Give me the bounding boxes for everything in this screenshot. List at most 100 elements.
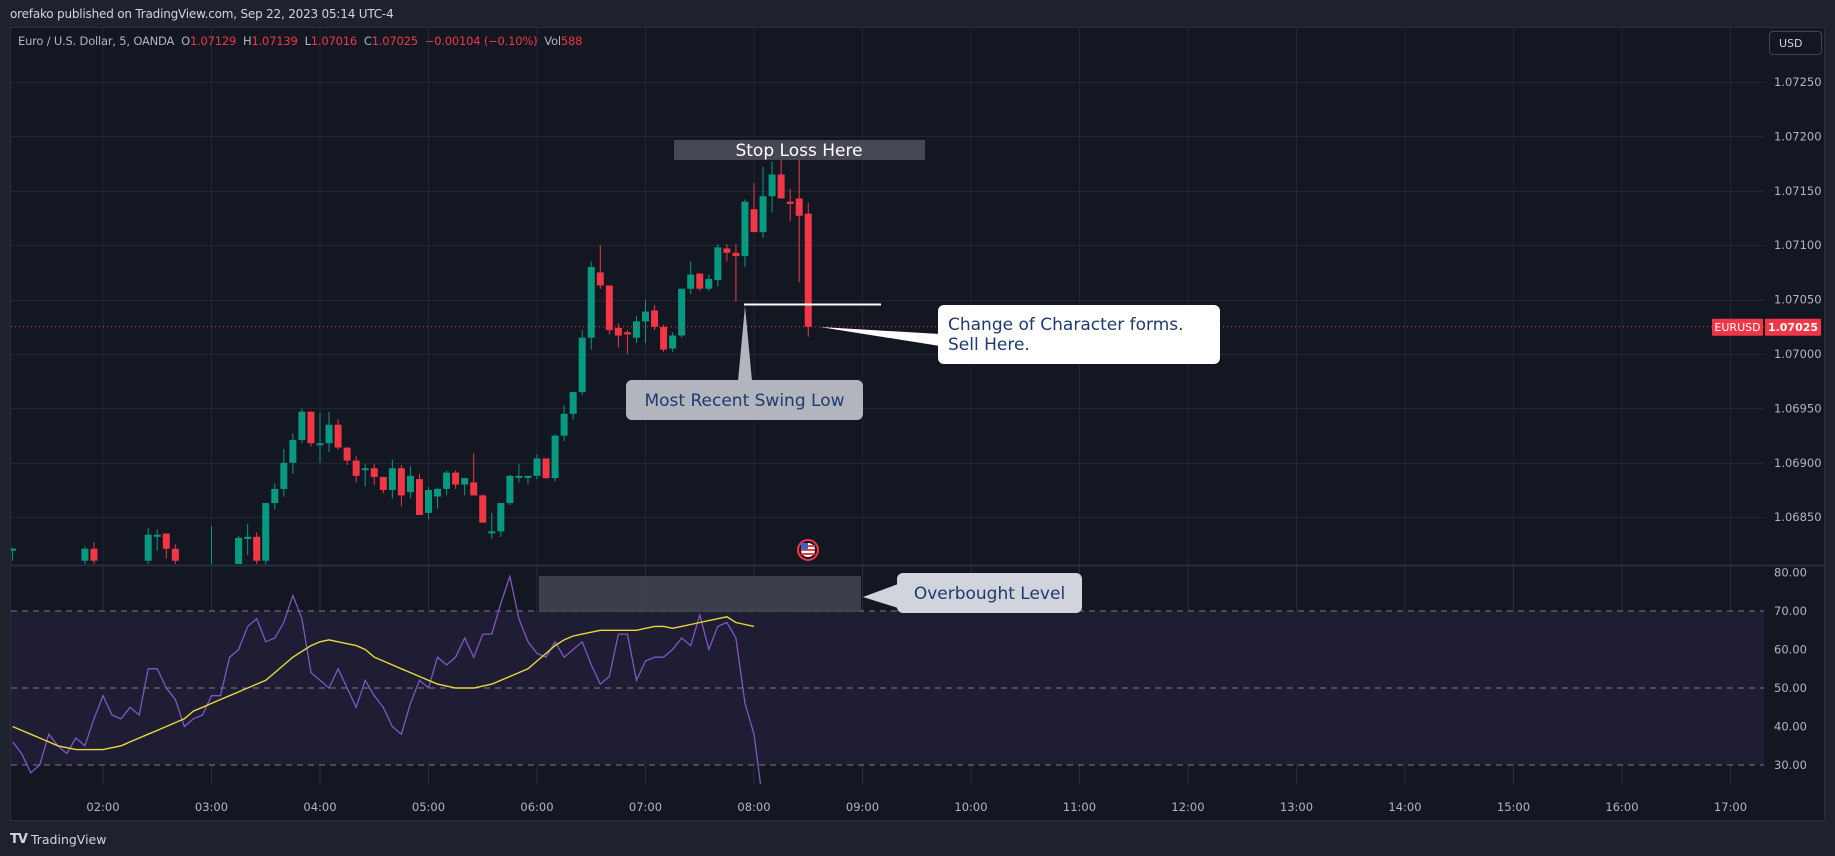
candle-body[interactable] (379, 476, 387, 490)
open-label: O (181, 34, 190, 48)
candle-body[interactable] (768, 174, 776, 197)
open-value: 1.07129 (189, 34, 237, 48)
candle-body[interactable] (452, 472, 460, 485)
candle-body[interactable] (669, 335, 677, 349)
swing-low-callout[interactable] (626, 380, 863, 420)
candle-body[interactable] (461, 478, 469, 485)
stop-loss-box[interactable] (674, 140, 925, 160)
candle-body[interactable] (162, 533, 170, 549)
candle-body[interactable] (497, 503, 505, 532)
candle-body[interactable] (723, 248, 731, 253)
price-tick: 1.07250 (1774, 75, 1822, 89)
candle-body[interactable] (470, 482, 478, 496)
candle-body[interactable] (714, 247, 722, 281)
candle-body[interactable] (533, 458, 541, 476)
candle-body[interactable] (587, 266, 595, 338)
candle-body[interactable] (705, 278, 713, 289)
us-flag-economic-event-icon[interactable] (797, 539, 819, 561)
close-label: C (363, 34, 372, 48)
candle-body[interactable] (542, 458, 550, 479)
choch-label-line2: Sell Here. (948, 335, 1030, 355)
overbought-zone[interactable] (539, 576, 861, 612)
candle-body[interactable] (235, 537, 243, 572)
time-tick: 13:00 (1280, 800, 1313, 814)
candle-body[interactable] (524, 475, 532, 478)
candle-body[interactable] (642, 311, 649, 322)
time-axis[interactable]: 02:00 03:00 04:00 05:00 06:00 07:00 08:00 09:00… (86, 800, 1747, 814)
candle-body[interactable] (144, 534, 152, 561)
time-tick: 08:00 (737, 800, 770, 814)
time-tick: 09:00 (846, 800, 879, 814)
candlesticks (9, 152, 812, 572)
candle-body[interactable] (415, 479, 423, 516)
candle-body[interactable] (777, 174, 785, 199)
candle-body[interactable] (678, 288, 686, 336)
candle-body[interactable] (370, 468, 378, 477)
candle-body[interactable] (316, 443, 324, 446)
candle-body[interactable] (253, 536, 261, 561)
candle-body[interactable] (560, 413, 568, 436)
candle-body[interactable] (786, 201, 794, 204)
candle-body[interactable] (361, 468, 369, 471)
candle-body[interactable] (171, 548, 179, 561)
candle-body[interactable] (578, 337, 586, 393)
time-tick: 16:00 (1605, 800, 1638, 814)
candle-body[interactable] (660, 326, 668, 350)
candle-body[interactable] (307, 411, 315, 444)
symbol-tag-text: EURUSD (1714, 321, 1760, 334)
candle-body[interactable] (153, 534, 161, 537)
candle-body[interactable] (551, 435, 559, 479)
candle-body[interactable] (9, 548, 17, 551)
rsi-line[interactable] (12, 573, 763, 803)
candle-body[interactable] (596, 272, 604, 286)
candle-body[interactable] (804, 213, 812, 327)
candle-body[interactable] (515, 475, 523, 478)
candle-body[interactable] (750, 209, 758, 233)
rsi-ma-line[interactable] (12, 616, 755, 751)
candle-body[interactable] (696, 273, 704, 289)
candle-body[interactable] (651, 310, 659, 327)
candle-body[interactable] (397, 468, 405, 496)
symbol-legend: Euro / U.S. Dollar, 5, OANDA O1.07129 H1… (18, 34, 582, 48)
overbought-callout[interactable] (897, 573, 1082, 613)
time-tick: 02:00 (86, 800, 119, 814)
candle-body[interactable] (614, 327, 622, 336)
symbol-title[interactable]: Euro / U.S. Dollar, 5, OANDA (18, 34, 175, 48)
candle-body[interactable] (334, 424, 342, 448)
candle-body[interactable] (425, 490, 432, 513)
price-tick: 1.06900 (1774, 456, 1822, 470)
candle-body[interactable] (352, 460, 360, 476)
candle-body[interactable] (434, 488, 442, 497)
candle-body[interactable] (262, 503, 270, 561)
candle-body[interactable] (479, 495, 487, 523)
candle-body[interactable] (605, 285, 613, 331)
candle-body[interactable] (280, 462, 288, 489)
candle-body[interactable] (244, 536, 252, 539)
candle-body[interactable] (406, 475, 414, 493)
time-tick: 07:00 (629, 800, 662, 814)
candle-body[interactable] (741, 201, 749, 257)
candle-body[interactable] (488, 531, 496, 534)
candle-body[interactable] (343, 447, 351, 461)
brand-name: TradingView (30, 831, 107, 847)
currency-button[interactable]: USD (1769, 31, 1822, 55)
candle-body[interactable] (623, 332, 631, 335)
candle-body[interactable] (90, 548, 98, 561)
candle-body[interactable] (81, 548, 89, 561)
candle-body[interactable] (325, 424, 333, 444)
candle-body[interactable] (759, 196, 767, 233)
candle-body[interactable] (687, 274, 695, 289)
candle-body[interactable] (732, 252, 740, 257)
candle-body[interactable] (443, 472, 451, 489)
candle-body[interactable] (506, 475, 514, 504)
candle-body[interactable] (289, 439, 297, 463)
candle-body[interactable] (569, 392, 577, 414)
choch-callout[interactable] (938, 305, 1220, 364)
candle-body[interactable] (632, 321, 640, 338)
price-axis[interactable]: 1.07250 1.07200 1.07150 1.07100 1.07050 1.070… (1774, 75, 1822, 772)
candle-body[interactable] (795, 198, 803, 216)
candle-body[interactable] (271, 488, 279, 504)
candle-body[interactable] (298, 411, 306, 440)
candle-body[interactable] (388, 468, 396, 490)
